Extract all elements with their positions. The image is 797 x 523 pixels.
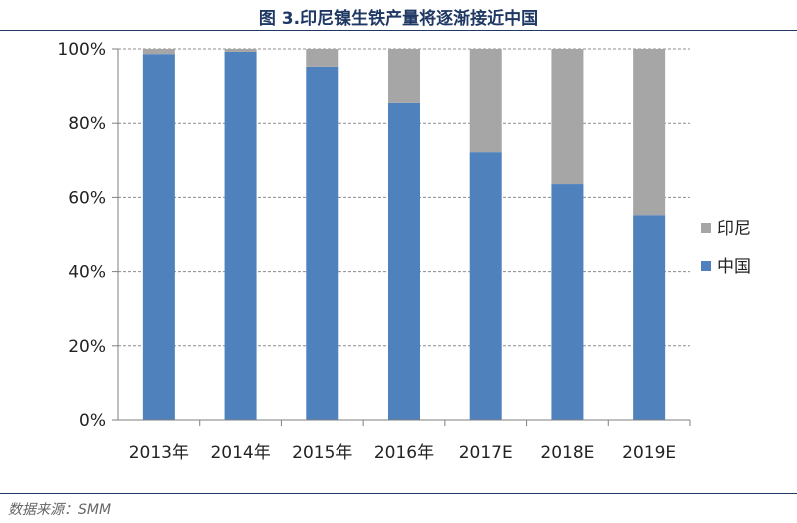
bar-segment — [469, 152, 502, 420]
bars — [142, 49, 666, 421]
legend-swatch — [701, 223, 711, 233]
bar-segment — [388, 49, 420, 103]
x-tick-label: 2013年 — [129, 443, 189, 463]
source-divider — [0, 493, 797, 494]
y-tick-label: 80% — [68, 114, 106, 134]
bar-segment — [388, 102, 420, 421]
x-tick-label: 2018E — [540, 443, 594, 463]
source-note: 数据来源：SMM — [8, 502, 112, 518]
y-tick-label: 20% — [68, 337, 106, 357]
bar-segment — [142, 49, 175, 55]
axes: 0% 20% 40% 60% 80% 100% 2013年 2014年 2015年 2016年 20… — [57, 40, 691, 463]
legend-swatch — [701, 261, 711, 271]
bar-segment — [142, 54, 175, 420]
legend-label: 印尼 — [717, 219, 751, 239]
y-tick-label: 60% — [68, 188, 106, 208]
figure-title: 图 3.印尼镍生铁产量将逐渐接近中国 — [258, 9, 539, 29]
x-tick-label: 2016年 — [374, 443, 434, 463]
x-tick-label: 2014年 — [210, 443, 270, 463]
x-tick-label: 2017E — [459, 443, 513, 463]
title-divider — [0, 30, 797, 31]
x-tick-label: 2019E — [622, 443, 676, 463]
bar-segment — [224, 51, 257, 421]
bar-segment — [306, 49, 339, 67]
y-tick-label: 40% — [68, 263, 106, 283]
stacked-bar-chart: 0% 20% 40% 60% 80% 100% 2013年 2014年 2015年 2016年 20… — [57, 40, 751, 463]
bar-segment — [306, 66, 339, 421]
bar-segment — [224, 49, 257, 52]
bar-segment — [551, 49, 584, 185]
bar-segment — [469, 49, 502, 153]
legend-label: 中国 — [717, 257, 751, 277]
bar-segment — [551, 184, 584, 420]
y-tick-label: 100% — [57, 40, 106, 60]
bar-segment — [633, 215, 666, 420]
y-tick-label: 0% — [79, 411, 106, 431]
x-tick-label: 2015年 — [292, 443, 352, 463]
bar-segment — [633, 49, 666, 216]
